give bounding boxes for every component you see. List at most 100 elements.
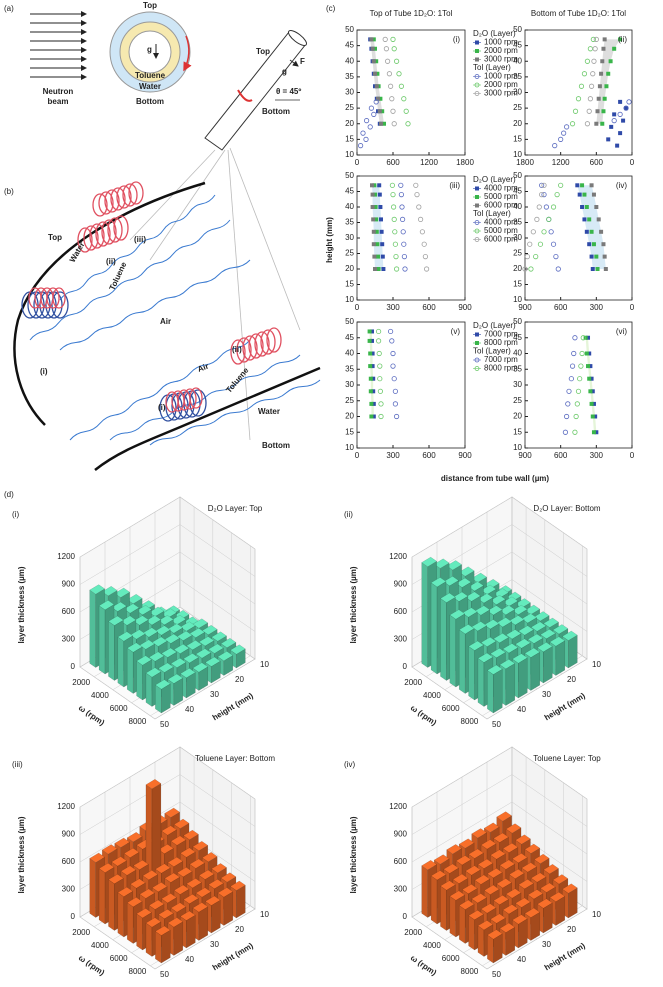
bar-face	[161, 647, 177, 658]
y-tick-label: 45	[513, 41, 522, 50]
marker	[370, 183, 374, 188]
marker	[389, 96, 395, 102]
bar-face	[449, 890, 466, 901]
y-tick-label: 10	[513, 150, 522, 159]
x-tick-label: 2000	[404, 678, 422, 687]
chart-title: Toluene Layer: Bottom	[195, 754, 275, 763]
bar-face	[117, 886, 134, 897]
coil	[236, 337, 252, 363]
bar-face	[167, 856, 184, 867]
bar-face	[155, 925, 171, 936]
y-tick-label: 10	[592, 910, 601, 919]
bar-face	[192, 662, 209, 673]
marker	[417, 216, 424, 222]
legend-title: Tol (Layer)	[473, 209, 511, 218]
bar-face	[440, 885, 447, 931]
marker	[390, 350, 396, 357]
y-tick-label: 20	[345, 264, 354, 273]
bar-face	[145, 615, 162, 626]
bar-face	[173, 884, 190, 895]
bar-face	[477, 658, 485, 707]
y-tick-label: 10	[260, 910, 269, 919]
interface	[59, 194, 216, 301]
marker	[591, 242, 596, 247]
bar-face	[208, 879, 224, 889]
y-tick-label: 10	[260, 660, 269, 669]
bar-face	[127, 647, 134, 694]
bar-face	[98, 600, 115, 611]
bar-face	[490, 648, 506, 658]
marker	[596, 96, 601, 101]
label: (a)	[4, 4, 14, 13]
label: Top	[48, 233, 62, 242]
y-tick-label: 35	[513, 218, 522, 227]
marker	[398, 83, 404, 89]
marker	[522, 266, 528, 272]
bar-face	[496, 811, 512, 822]
y-tick-label: 50	[345, 171, 354, 180]
bar-face	[167, 623, 184, 634]
marker	[568, 376, 574, 382]
bar-face	[530, 872, 547, 883]
bar-face	[446, 560, 462, 571]
bar-face	[505, 663, 515, 706]
y-tick-label: 45	[513, 187, 522, 196]
bar-face	[130, 878, 146, 889]
y-tick-label: 15	[513, 427, 522, 436]
coil	[52, 287, 66, 309]
bar-face	[123, 603, 140, 614]
marker	[380, 242, 385, 247]
y-tick-label: 15	[513, 280, 522, 289]
band	[596, 39, 621, 124]
bar-face	[458, 838, 475, 849]
tube-wall	[13, 181, 206, 426]
y-tick-label: 50	[345, 317, 354, 326]
bar-face	[205, 656, 221, 667]
marker	[594, 430, 599, 435]
marker	[537, 241, 544, 247]
x-tick-label: 8000	[129, 717, 147, 726]
x-tick-label: 0	[355, 451, 360, 460]
marker	[573, 413, 579, 420]
marker	[391, 376, 397, 382]
z-tick-label: 300	[62, 885, 76, 894]
bar-face	[139, 639, 155, 650]
marker	[392, 229, 398, 235]
marker	[589, 401, 594, 406]
bar-face	[126, 594, 143, 604]
marker	[373, 46, 377, 51]
marker	[582, 192, 587, 197]
marker	[612, 46, 617, 51]
legend-label: 7000 rpm	[484, 355, 518, 364]
marker	[590, 267, 595, 271]
x-tick-label: 4000	[423, 691, 441, 700]
marker	[541, 192, 547, 198]
marker	[370, 46, 375, 51]
marker	[374, 84, 379, 89]
bar-face	[223, 891, 233, 926]
bar-face	[236, 884, 246, 919]
x-tick-label: 300	[386, 303, 400, 312]
bar-face	[164, 807, 180, 818]
y-tick-label: 30	[210, 940, 219, 949]
y-tick-label: 10	[345, 295, 354, 304]
bar-face	[158, 615, 174, 626]
bar-face	[189, 627, 205, 638]
marker	[401, 254, 407, 260]
bar-face	[161, 825, 177, 836]
force-arrow	[289, 59, 299, 67]
y-tick-label: 50	[160, 720, 169, 729]
bar-face	[512, 914, 528, 925]
legend-label: 7000 rpm	[484, 330, 518, 339]
bar-face	[483, 884, 500, 895]
marker	[589, 183, 594, 188]
x-tick-label: 0	[630, 158, 635, 167]
marker	[376, 267, 381, 271]
marker	[367, 329, 372, 334]
y-axis-title: height (mm)	[325, 217, 334, 263]
legend-label: 5000 rpm	[484, 192, 518, 201]
coil	[260, 329, 276, 355]
marker	[374, 217, 379, 222]
legend-label: 8000 rpm	[484, 338, 518, 347]
legend-title: Tol (Layer)	[473, 63, 511, 72]
